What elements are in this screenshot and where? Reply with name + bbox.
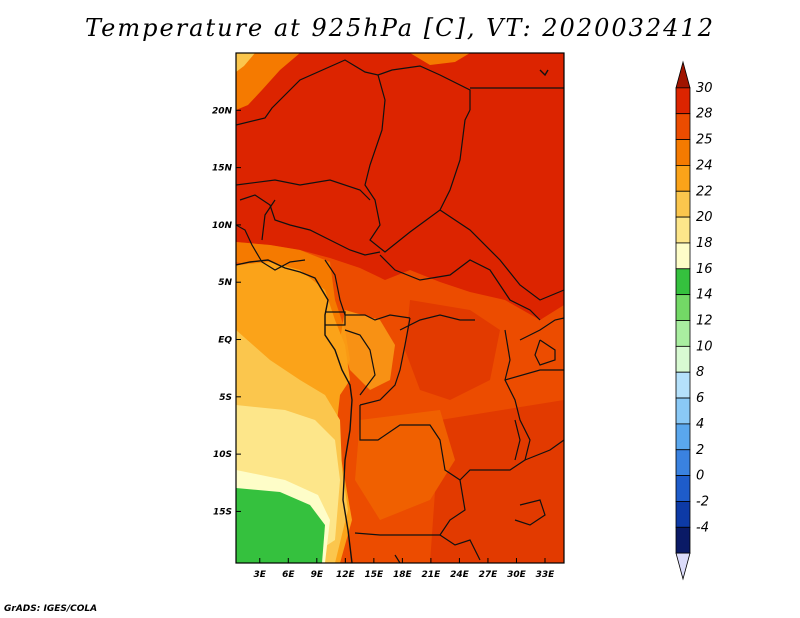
colorbar-bin [675, 268, 691, 296]
grads-credit: GrADS: IGES/COLA [4, 604, 98, 614]
y-tick-label: 15S [213, 507, 232, 517]
colorbar-bin [675, 113, 691, 140]
colorbar-label: 25 [696, 133, 713, 148]
colorbar-label: 30 [696, 81, 713, 96]
colorbar-label: 0 [696, 469, 704, 484]
chart-title: Temperature at 925hPa [C], VT: 202003241… [85, 14, 715, 42]
field-angola-patch [355, 410, 455, 520]
x-tick-label: 15E [365, 570, 385, 580]
colorbar-bin [675, 60, 691, 89]
colorbar-label: 6 [696, 391, 704, 406]
colorbar-label: 22 [696, 184, 713, 199]
colorbar-bin [675, 371, 691, 399]
colorbar-label: 28 [696, 107, 713, 122]
colorbar-label: 2 [696, 443, 704, 458]
field-north-strip [410, 53, 470, 65]
y-tick-label: 5N [218, 278, 232, 288]
coastline [236, 69, 549, 563]
y-tick-label: 20N [212, 106, 233, 116]
field-drc-patch [405, 300, 500, 400]
field-nw-corner [236, 53, 300, 110]
colorbar-label: -4 [696, 520, 709, 535]
colorbar-label: 24 [696, 158, 713, 173]
x-tick-label: 9E [311, 570, 324, 580]
colorbar-bin [675, 397, 691, 425]
x-tick-label: 27E [479, 570, 499, 580]
colorbar-label: 14 [696, 288, 713, 303]
field-nw-tip [236, 53, 255, 72]
colorbar-bin [675, 501, 691, 528]
colorbar-label: 12 [696, 314, 713, 329]
x-tick-label: 3E [254, 570, 267, 580]
y-tick-label: 10S [213, 450, 232, 460]
field-congo-patch [340, 310, 395, 390]
x-tick-label: 18E [393, 570, 413, 580]
field-southeast [430, 400, 564, 563]
map-frame [235, 52, 565, 564]
colorbar-bin [675, 164, 691, 192]
x-tick-label: 24E [450, 570, 470, 580]
colorbar-bin [675, 294, 691, 321]
field-north [236, 53, 564, 320]
colorbar-label: 18 [696, 236, 713, 251]
x-axis: 3E 6E 9E 12E 15E 18E 21E 24E 27E 30E 33E [254, 558, 556, 580]
colorbar-label: 20 [696, 210, 713, 225]
y-tick-label: 15N [212, 164, 233, 174]
x-tick-label: 30E [507, 570, 527, 580]
field-gulf-orange [236, 242, 350, 380]
colorbar-label: 10 [696, 339, 713, 354]
y-tick-label: 10N [212, 221, 233, 231]
colorbar-bin [675, 139, 691, 166]
colorbar-bin [675, 552, 691, 581]
country-borders [236, 59, 564, 563]
colorbar-bin [675, 320, 691, 347]
colorbar-bin [675, 87, 691, 115]
colorbar-bin [675, 345, 691, 373]
field-cold-ocean [236, 488, 325, 563]
colorbar-bin [675, 449, 691, 477]
map-field [236, 53, 564, 563]
colorbar-label: -2 [696, 494, 709, 509]
colorbar-bin [675, 526, 691, 554]
colorbar-bin [675, 190, 691, 218]
colorbar-bin [675, 216, 691, 244]
colorbar-label: 8 [696, 365, 704, 380]
y-tick-label: EQ [218, 336, 232, 346]
x-tick-label: 33E [536, 570, 556, 580]
colorbar-bin [675, 423, 691, 451]
x-tick-label: 21E [422, 570, 442, 580]
x-tick-label: 12E [336, 570, 356, 580]
y-tick-label: 5S [219, 393, 232, 403]
colorbar-bin [675, 242, 691, 270]
colorbar-label: 4 [696, 417, 704, 432]
colorbar-bin [675, 475, 691, 502]
y-axis: 20N 15N 10N 5N EQ 5S 10S 15S [212, 106, 241, 517]
x-tick-label: 6E [282, 570, 295, 580]
colorbar-label: 16 [696, 262, 713, 277]
